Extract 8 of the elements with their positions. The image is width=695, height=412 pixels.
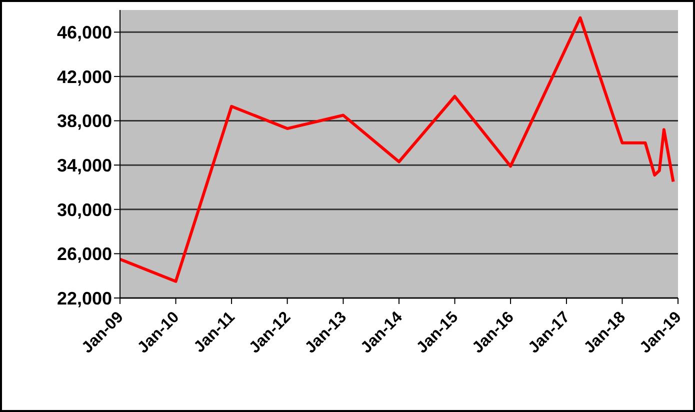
- y-tick-label: 38,000: [56, 111, 112, 132]
- y-tick-label: 30,000: [56, 200, 112, 220]
- y-tick-label: 22,000: [56, 288, 112, 308]
- y-tick-label: 26,000: [56, 244, 112, 264]
- y-tick-label: 42,000: [56, 66, 112, 87]
- y-tick-label: 34,000: [56, 155, 112, 176]
- y-tick-label: 46,000: [56, 22, 112, 43]
- line-series: [120, 16, 675, 283]
